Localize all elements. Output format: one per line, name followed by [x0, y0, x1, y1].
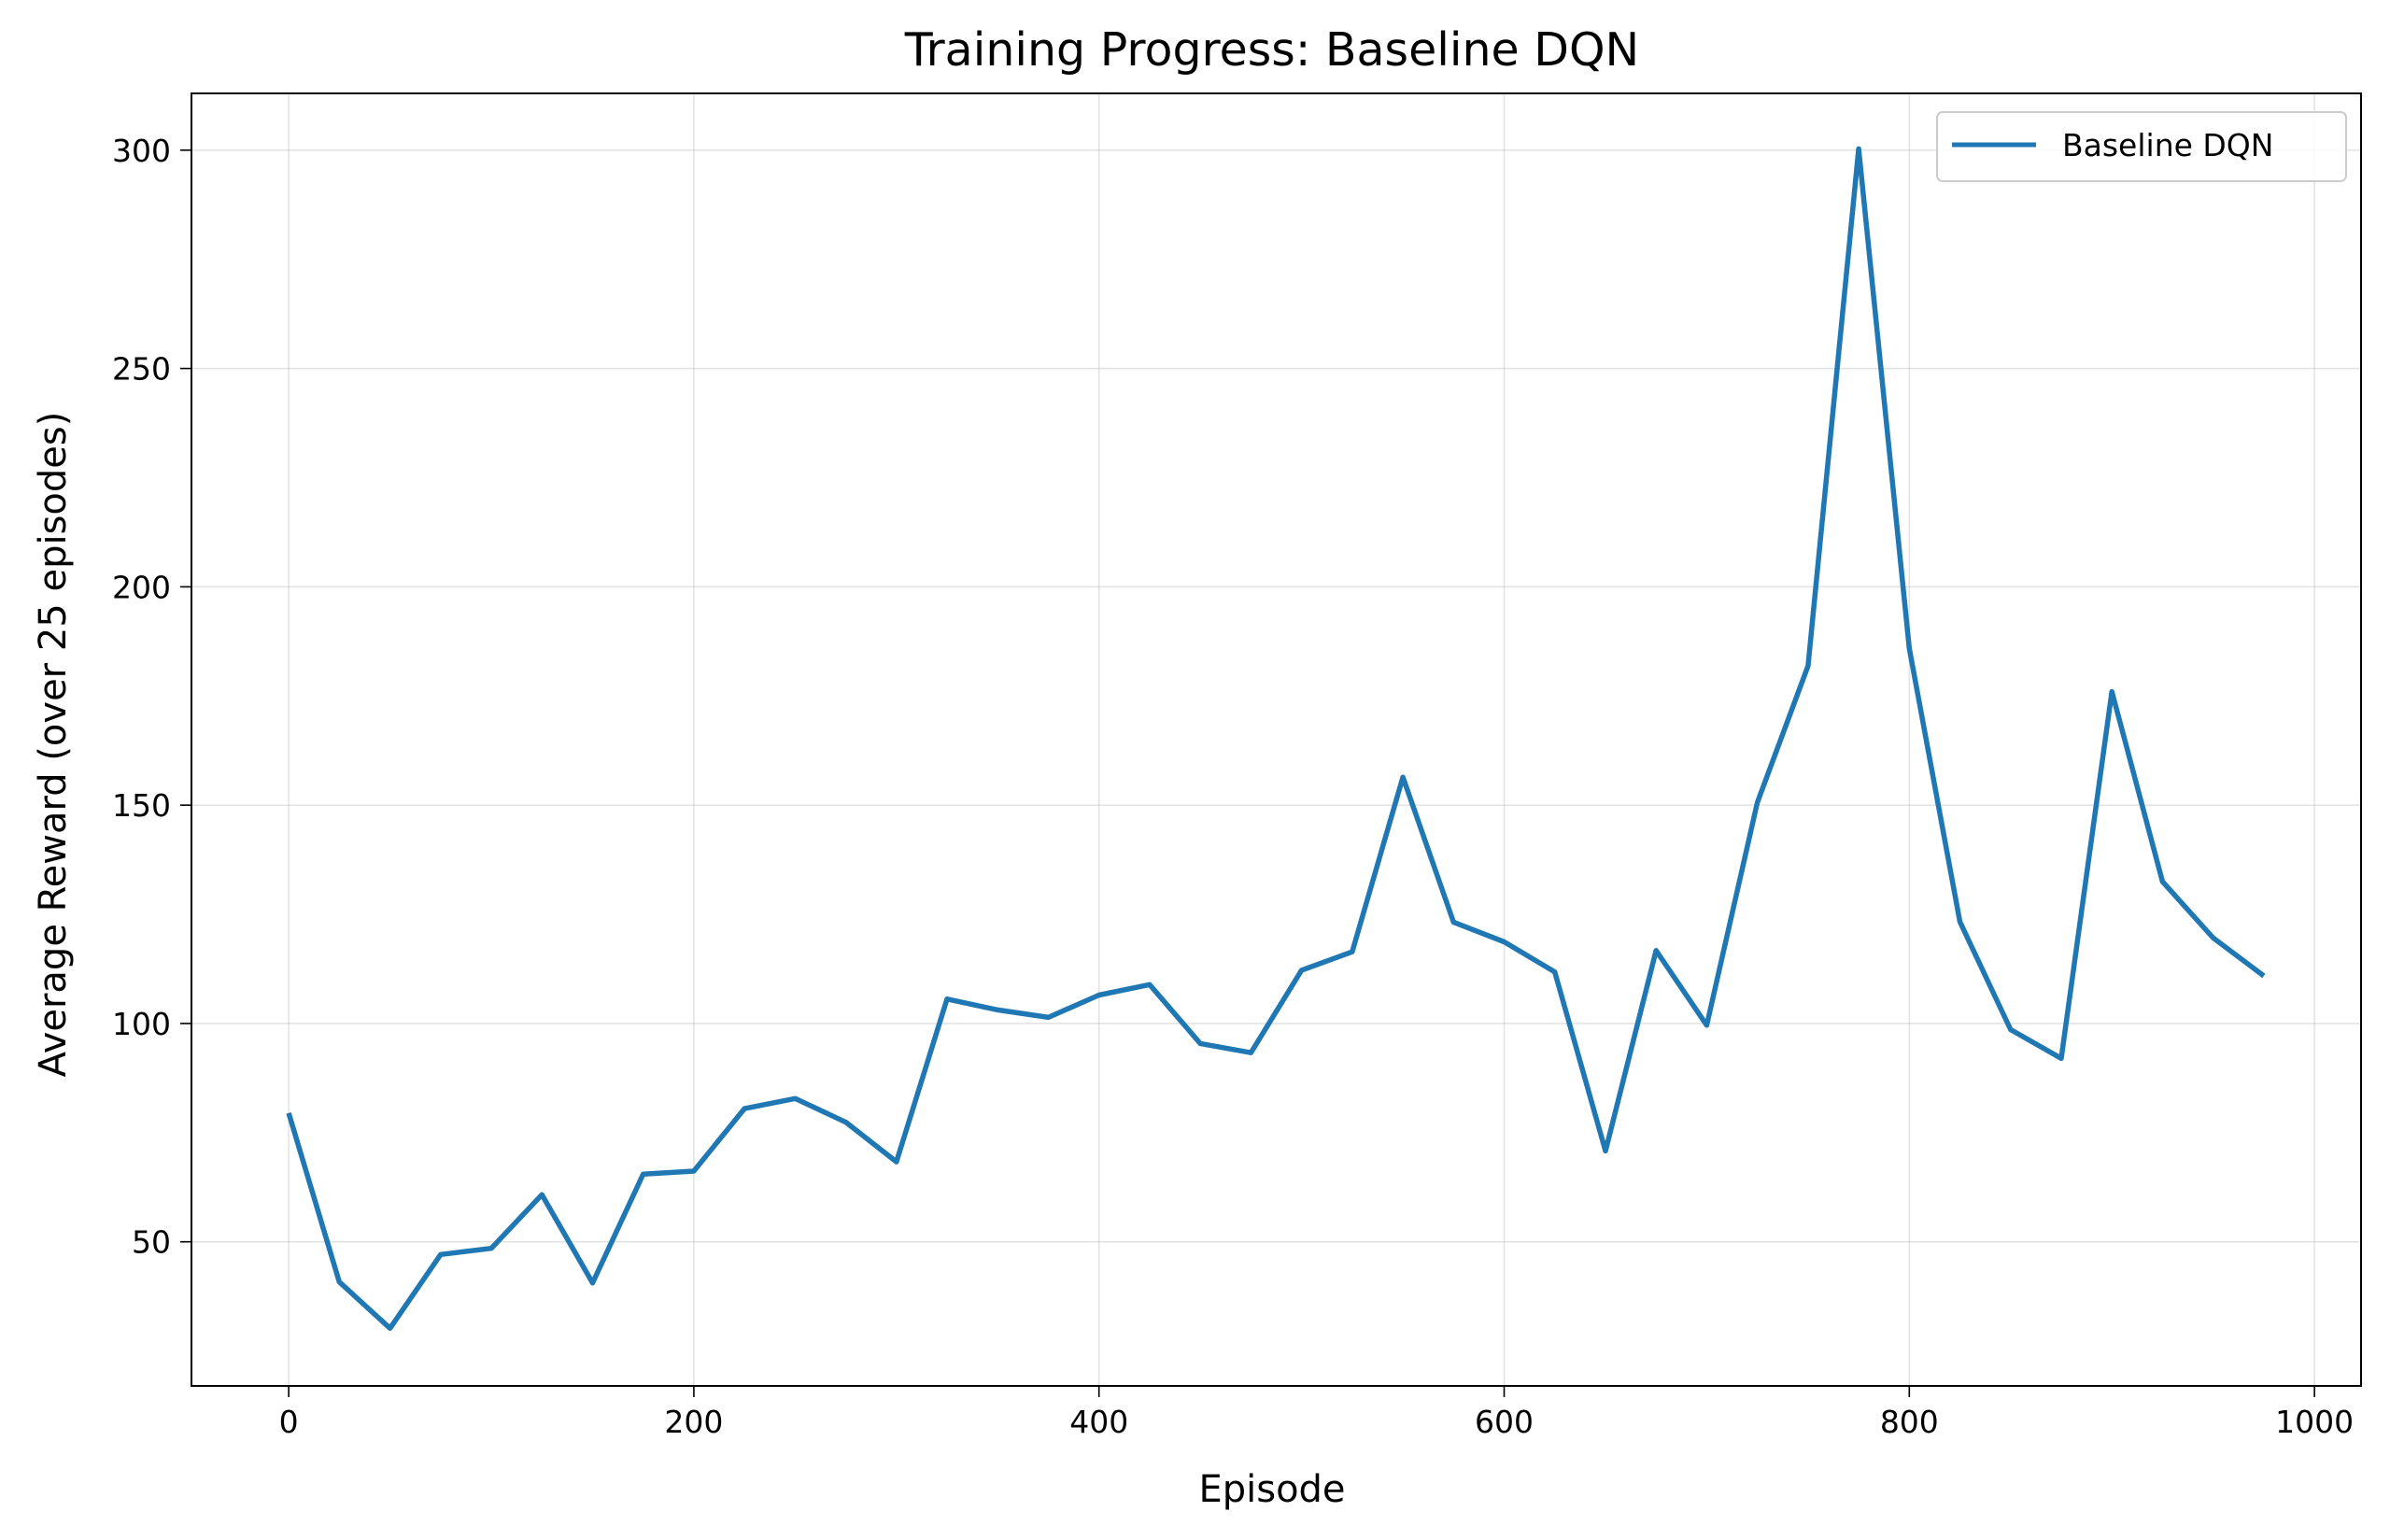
- legend-box: [1936, 111, 2347, 182]
- y-tick-label: 250: [112, 351, 171, 388]
- x-tick-label: 0: [279, 1404, 299, 1440]
- plot-frame: [191, 92, 2362, 1387]
- series-line-baseline-dqn: [286, 146, 2266, 1332]
- y-tick-label: 150: [112, 787, 171, 824]
- x-tick-label: 1000: [2275, 1404, 2354, 1440]
- grid: [191, 93, 2361, 1386]
- x-tick-label: 200: [664, 1404, 723, 1440]
- x-axis-label: Episode: [1198, 1468, 1345, 1511]
- y-tick-label: 100: [112, 1006, 171, 1042]
- chart-title: Training Progress: Baseline DQN: [904, 23, 1639, 77]
- y-tick-label: 50: [132, 1224, 171, 1261]
- series-layer: [286, 146, 2266, 1332]
- x-tick-label: 400: [1069, 1404, 1128, 1440]
- x-axis-ticks: 0 200 400 600 800 1000: [279, 1386, 2354, 1440]
- y-axis-ticks: 50 100 150 200 250 300: [112, 133, 191, 1261]
- x-tick-label: 600: [1475, 1404, 1534, 1440]
- y-tick-label: 200: [112, 569, 171, 605]
- legend-label: Baseline DQN: [2062, 127, 2273, 163]
- legend: Baseline DQN: [1936, 111, 2347, 182]
- y-axis-label: Average Reward (over 25 episodes): [32, 412, 75, 1078]
- y-tick-label: 300: [112, 133, 171, 169]
- x-tick-label: 800: [1880, 1404, 1939, 1440]
